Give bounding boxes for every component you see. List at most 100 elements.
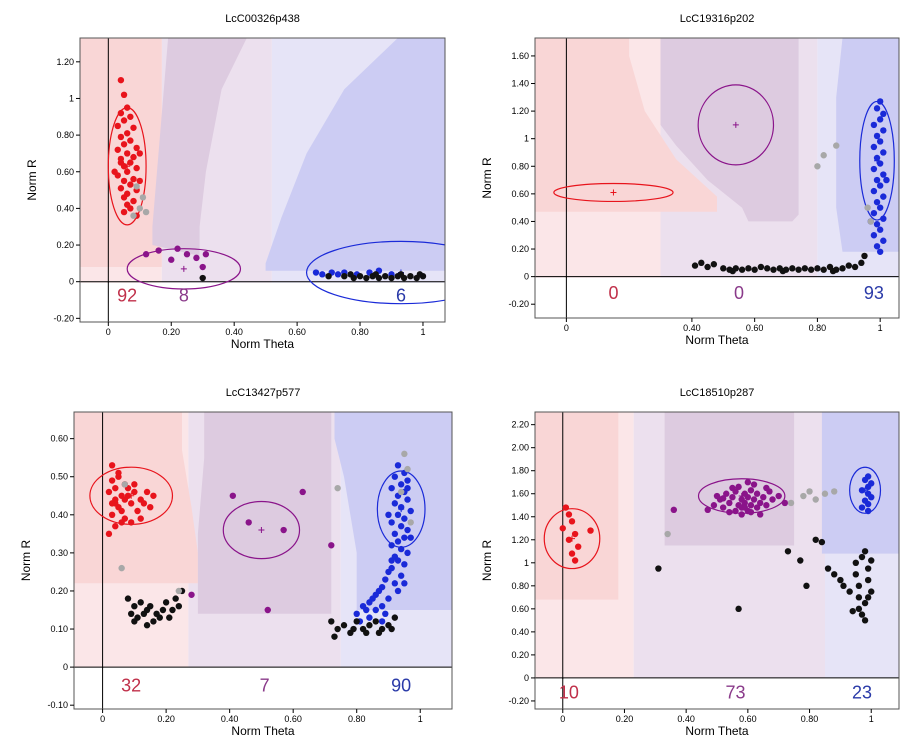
chart-3-point-blue-41 [366,614,373,621]
chart-3-point-blue-49 [404,484,411,492]
chart-4-point-black-21 [861,617,869,624]
chart-2-point-blue-6 [880,127,887,134]
chart-1-y-tick-label: -0.20 [53,313,74,323]
chart-3-point-black-31 [391,614,399,621]
chart-3-point-red-6 [105,488,113,496]
chart-3-point-black-36 [388,625,395,633]
chart-3-y-tick-label: -0.10 [47,700,68,710]
chart-3-point-blue-37 [378,602,386,610]
chart-4-x-tick-label: 0 [560,714,565,724]
chart-1-point-black-1 [199,274,206,282]
chart-4-y-axis-label: Norm R [480,540,494,582]
chart-4-count-purple: 73 [725,683,745,703]
chart-3-series-red [105,462,157,538]
chart-3-point-red-3 [108,477,116,484]
chart-1-point-red-30 [130,197,137,205]
chart-4-point-black-22 [864,576,872,584]
chart-3-point-blue-40 [353,610,360,618]
chart-4-series-blue [858,473,875,515]
chart-4-point-black-28 [864,594,872,601]
chart-1-point-red-10 [117,133,125,141]
chart-1-count-band [80,282,445,322]
chart-3-point-blue-17 [404,526,411,534]
chart-1-point-purple-3 [168,256,175,263]
chart-3-point-black-17 [131,618,138,625]
chart-3-point-purple-3 [280,526,287,534]
chart-3-y-tick-label: 0.20 [50,586,68,596]
chart-2-point-blue-4 [876,116,884,123]
chart-3-point-blue-45 [375,587,383,595]
chart-panel-2: LcC19316p202 0 0 93 0 0.40 0.60 0.80 1 -0.20 0 0.20… [455,0,901,360]
chart-2-point-black-10 [751,266,758,273]
chart-1-point-red-12 [120,141,128,148]
chart-4-point-black-23 [868,588,875,595]
chart-4-point-red-10 [571,557,579,564]
chart-1-x-tick-label: 1 [420,327,425,337]
chart-1-point-black-9 [382,272,389,280]
chart-2-point-blue-23 [873,221,881,228]
chart-1-count-red: 92 [117,286,137,306]
chart-3-point-black-3 [137,599,144,606]
chart-4-y-tick-label: 1.60 [511,489,529,499]
chart-1-plot-area [80,38,445,322]
chart-2-point-black-29 [729,267,736,275]
chart-4-point-purple-21 [750,481,758,488]
chart-4-point-black-26 [855,582,863,590]
chart-2-point-blue-3 [880,110,887,118]
chart-3-point-blue-19 [401,534,408,541]
chart-4-point-black-2 [735,605,742,613]
chart-3-point-red-12 [143,488,151,496]
chart-4-point-black-4 [797,557,804,564]
chart-2-point-blue-26 [880,237,887,244]
chart-4-region-6 [821,412,899,554]
chart-4-point-black-11 [840,582,847,590]
chart-2-svg: LcC19316p202 0 0 93 0 0.40 0.60 0.80 1 -0.20 0 0.20… [480,13,900,347]
chart-2-ellipse-purple [697,84,775,166]
chart-1-point-red-35 [117,159,125,166]
chart-1-point-red-16 [130,153,137,161]
chart-2-point-black-4 [710,261,718,268]
chart-4-point-purple-20 [750,496,758,503]
chart-3-point-blue-47 [407,534,414,541]
chart-1-ellipse-blue [305,240,445,305]
chart-3-y-axis-label: Norm R [19,540,33,582]
chart-4-point-purple-31 [713,492,721,500]
chart-3-point-gray-2 [121,481,129,488]
chart-4-point-black-14 [855,594,863,601]
chart-2-y-axis-label: Norm R [480,157,494,199]
chart-2-point-black-27 [858,259,865,267]
chart-4-point-black-3 [784,548,792,555]
chart-1-region-5 [152,38,247,256]
chart-panel-1: LcC00326p438 92 8 6 0 0.20 0.40 0.60 0.80 1 -0.20 0… [0,0,450,360]
chart-1-point-red-4 [117,109,125,117]
chart-4-point-black-1 [655,565,662,572]
chart-2-point-blue-18 [880,193,887,200]
chart-3-point-blue-30 [382,576,389,583]
chart-4-plot-area [535,412,899,709]
chart-1-centroid-purple [180,265,187,272]
chart-2-x-axis-label: Norm Theta [685,333,748,347]
chart-2-region-5 [660,38,799,222]
chart-4-point-red-1 [562,504,570,511]
chart-1-point-red-5 [127,113,134,120]
chart-4-point-purple-24 [756,499,764,507]
chart-1-point-red-6 [120,117,128,124]
chart-4-series-gray [664,488,838,538]
chart-1-x-tick-label: 0 [106,327,111,337]
chart-1-point-red-38 [136,177,143,185]
chart-3-point-black-15 [175,602,183,610]
chart-3-y-tick-label: 0.60 [50,434,68,444]
chart-2-plot-area [535,38,899,318]
chart-1-point-red-32 [127,205,134,212]
chart-3-point-gray-5 [404,465,411,473]
chart-2-title: LcC19316p202 [680,13,755,25]
chart-4-point-red-3 [568,518,576,525]
chart-3-point-red-20 [127,500,135,507]
chart-1-ellipse-purple [126,248,242,290]
chart-1-point-black-16 [347,271,354,278]
chart-1-point-black-17 [372,271,379,278]
chart-1-x-tick-label: 0.40 [225,327,243,337]
chart-4-title: LcC18510p287 [680,387,755,399]
chart-3-x-axis-label: Norm Theta [231,724,294,738]
chart-3-point-red-27 [137,515,144,522]
